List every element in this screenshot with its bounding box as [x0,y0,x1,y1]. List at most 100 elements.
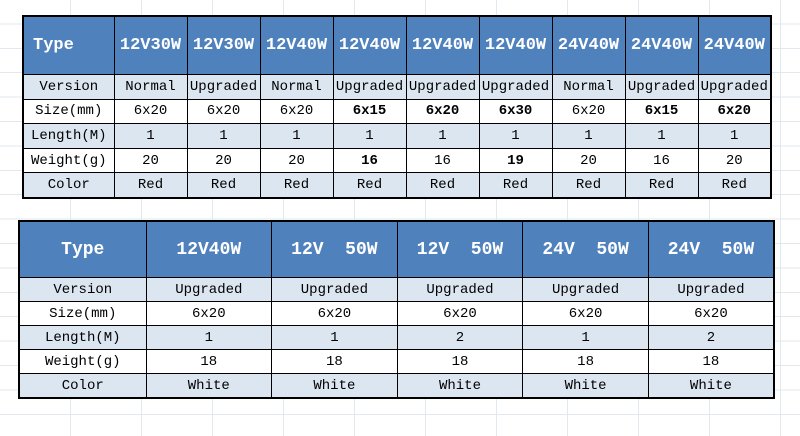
value-cell: 18 [145,349,273,374]
spec-row: Length(M) 1 1 2 1 2 [18,325,775,350]
value-cell: Upgraded [405,74,480,100]
value-cell: Red [259,172,334,199]
model-header-cell: 12V40W [478,15,553,75]
model-header-cell: 12V 50W [396,220,524,278]
value-cell: 16 [405,147,480,174]
type-header-cell: Type [22,15,115,75]
model-header-cell: 24V40W [624,15,699,75]
value-cell: 6x20 [551,98,626,125]
row-label: Version [18,277,147,302]
value-cell: Upgraded [624,74,699,100]
value-cell: 1 [271,325,398,350]
value-cell: White [271,373,398,399]
value-cell: 6x20 [405,98,480,125]
value-cell: Upgraded [522,277,649,302]
spec-row: Size(mm) 6x20 6x20 6x20 6x20 6x20 [18,301,775,326]
value-cell: 2 [647,325,775,350]
row-label: Color [18,373,147,399]
value-cell: 1 [332,123,407,149]
model-header-cell: 12V30W [186,15,261,75]
type-header-cell: Type [18,220,147,278]
value-cell: Upgraded [332,74,407,100]
value-cell: 6x20 [145,301,273,326]
value-cell: Upgraded [271,277,398,302]
value-cell: 6x30 [478,98,553,125]
row-label: Length(M) [22,123,115,149]
spec-row: Weight(g) 18 18 18 18 18 [18,349,775,374]
red-strip-spec-table: Type 12V30W 12V30W 12V40W 12V40W 12V40W 12V40W… [22,15,772,199]
spec-row: Weight(g) 20 20 20 16 16 19 20 16 20 [22,147,772,174]
value-cell: 6x15 [624,98,699,125]
value-cell: Upgraded [647,277,775,302]
value-cell: 1 [697,123,772,149]
spec-row: Version Normal Upgraded Normal Upgraded Upgra… [22,74,772,100]
value-cell: 1 [259,123,334,149]
value-cell: 1 [113,123,188,149]
model-header-cell: 12V40W [145,220,273,278]
value-cell: Upgraded [186,74,261,100]
row-label: Color [22,172,115,199]
model-header-cell: 24V 50W [522,220,649,278]
value-cell: 20 [186,147,261,174]
value-cell: 18 [522,349,649,374]
value-cell: Normal [551,74,626,100]
value-cell: 6x20 [522,301,649,326]
value-cell: 16 [624,147,699,174]
row-label: Weight(g) [18,349,147,374]
value-cell: 1 [624,123,699,149]
value-cell: 16 [332,147,407,174]
value-cell: Red [624,172,699,199]
value-cell: White [145,373,273,399]
value-cell: Upgraded [478,74,553,100]
value-cell: 6x20 [113,98,188,125]
value-cell: Red [697,172,772,199]
header-row: Type 12V30W 12V30W 12V40W 12V40W 12V40W 12V40W… [22,15,772,75]
value-cell: Red [405,172,480,199]
value-cell: Red [332,172,407,199]
value-cell: 6x20 [259,98,334,125]
value-cell: 6x20 [647,301,775,326]
row-label: Size(mm) [18,301,147,326]
value-cell: 1 [145,325,273,350]
value-cell: Normal [259,74,334,100]
model-header-cell: 12V40W [259,15,334,75]
value-cell: Upgraded [697,74,772,100]
white-strip-spec-table: Type 12V40W 12V 50W 12V 50W 24V 50W 24V 50W Ve… [18,220,775,399]
model-header-cell: 12V30W [113,15,188,75]
spec-row: Color White White White White White [18,373,775,399]
model-header-cell: 12V 50W [271,220,398,278]
value-cell: White [396,373,524,399]
row-label: Length(M) [18,325,147,350]
spec-row: Size(mm) 6x20 6x20 6x20 6x15 6x20 6x30 6x20 6x15… [22,98,772,125]
value-cell: 20 [697,147,772,174]
value-cell: 6x20 [271,301,398,326]
model-header-cell: 12V40W [332,15,407,75]
value-cell: 1 [551,123,626,149]
value-cell: 18 [647,349,775,374]
value-cell: 6x20 [186,98,261,125]
spec-row: Version Upgraded Upgraded Upgraded Upgraded U… [18,277,775,302]
value-cell: 1 [522,325,649,350]
model-header-cell: 24V40W [551,15,626,75]
value-cell: 20 [259,147,334,174]
value-cell: 6x20 [396,301,524,326]
value-cell: 2 [396,325,524,350]
value-cell: 20 [551,147,626,174]
value-cell: 20 [113,147,188,174]
value-cell: 6x20 [697,98,772,125]
value-cell: 6x15 [332,98,407,125]
value-cell: 19 [478,147,553,174]
value-cell: Normal [113,74,188,100]
value-cell: White [522,373,649,399]
value-cell: White [647,373,775,399]
row-label: Version [22,74,115,100]
header-row: Type 12V40W 12V 50W 12V 50W 24V 50W 24V 50W [18,220,775,278]
value-cell: 1 [405,123,480,149]
value-cell: Upgraded [396,277,524,302]
value-cell: Upgraded [145,277,273,302]
model-header-cell: 24V40W [697,15,772,75]
value-cell: 1 [186,123,261,149]
model-header-cell: 12V40W [405,15,480,75]
row-label: Size(mm) [22,98,115,125]
spec-row: Color Red Red Red Red Red Red Red Red Red [22,172,772,199]
